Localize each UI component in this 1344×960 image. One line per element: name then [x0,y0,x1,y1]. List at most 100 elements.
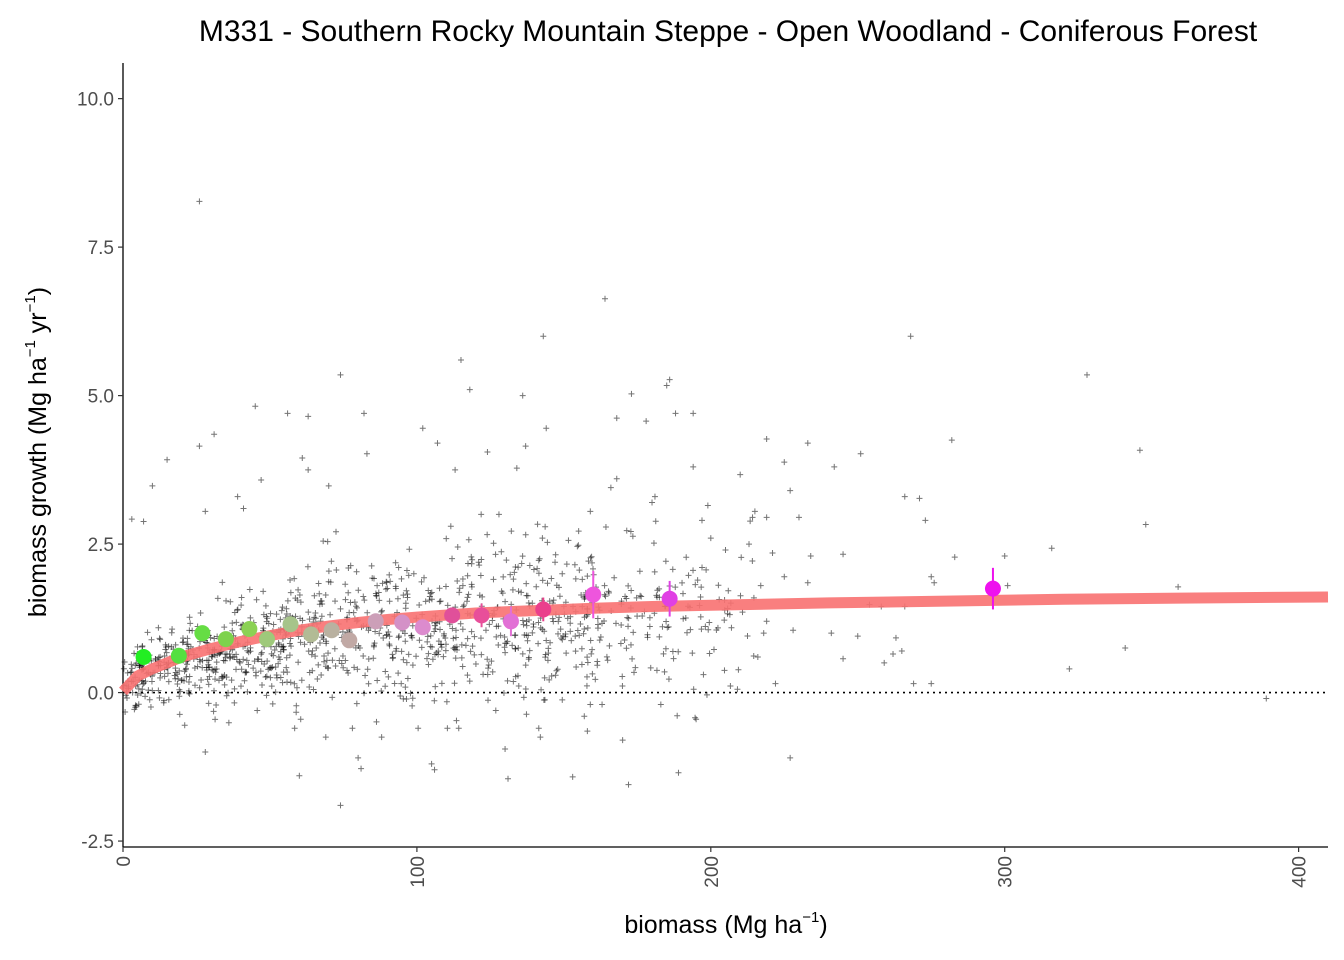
raw-data-point [541,696,548,703]
raw-data-point [613,475,620,482]
raw-data-point [462,642,469,649]
raw-data-point [662,558,669,565]
raw-data-point [336,657,343,664]
raw-data-point [349,725,356,732]
raw-data-point [674,712,681,719]
raw-data-point [295,659,302,666]
raw-data-point [156,635,163,642]
raw-data-point [400,656,407,663]
raw-data-point [220,657,227,664]
raw-data-point [769,550,776,556]
raw-data-point [234,606,241,613]
raw-data-point [495,623,502,630]
raw-data-point [452,634,459,641]
raw-data-point [545,650,552,657]
raw-data-point [279,644,286,651]
raw-data-point [559,636,566,643]
raw-data-point [467,648,474,655]
raw-data-point [277,616,284,623]
raw-data-point [588,553,595,560]
raw-data-point [135,701,142,708]
raw-data-point [287,576,294,583]
raw-data-point [680,615,687,622]
raw-data-point [237,683,244,690]
raw-data-point [428,589,435,596]
raw-data-point [403,567,410,574]
y-tick-label: 0.0 [88,684,114,705]
plot-panel: -2.5 0.0 2.5 5.0 7.5 10.0 0 100 200 300 400 [77,63,1329,888]
raw-data-point [697,594,704,601]
raw-data-point [134,692,141,699]
raw-data-point [452,627,459,634]
raw-data-point [181,722,188,729]
raw-data-point [575,528,582,535]
raw-data-point [370,655,377,662]
raw-data-point [522,662,529,669]
raw-data-point [396,633,403,640]
raw-data-point [433,620,440,627]
raw-data-point [133,660,140,667]
raw-data-point [602,295,608,302]
raw-data-point [293,709,300,716]
raw-data-point [854,633,861,640]
raw-data-point [409,662,416,669]
raw-data-point [347,599,354,606]
raw-data-point [332,598,339,605]
raw-data-point [689,650,696,657]
raw-data-point [881,659,888,666]
x-axis-label-end: ) [819,911,827,939]
raw-data-point [392,583,399,590]
raw-data-point [512,645,519,652]
raw-data-point [454,577,461,584]
raw-data-point [511,569,518,576]
raw-data-point [746,541,753,548]
raw-data-point [270,652,277,659]
raw-data-point [652,518,659,525]
raw-data-point [625,623,632,630]
raw-data-point [355,754,362,761]
binned-mean-point [414,619,431,636]
raw-data-point [405,572,412,579]
raw-data-point [205,700,212,707]
x-axis-label-main: biomass (Mg ha [624,911,802,939]
raw-data-point [725,587,732,594]
raw-data-point [587,508,594,515]
raw-data-point [557,626,564,633]
raw-data-point [504,638,511,645]
raw-data-point [436,598,443,605]
raw-data-point [522,685,529,692]
raw-data-point [650,540,657,547]
raw-data-point [361,597,368,604]
raw-data-point [322,734,329,741]
x-tick-label: 200 [702,856,723,888]
raw-data-point [601,582,608,589]
raw-data-point [523,592,530,599]
raw-data-point [393,645,400,652]
raw-data-point [634,613,641,620]
raw-data-point [204,676,211,683]
raw-data-point [305,413,312,420]
raw-data-point [284,669,291,676]
raw-data-point [233,666,240,673]
raw-data-point [503,557,510,564]
raw-data-point [665,623,672,630]
raw-data-point [258,651,265,658]
raw-data-point [184,641,191,648]
raw-data-point [275,660,282,667]
raw-data-point [435,651,442,658]
raw-data-point [225,719,232,726]
binned-mean-point [341,632,358,649]
raw-data-point [310,686,317,693]
raw-data-point [409,695,416,702]
raw-data-point [526,647,533,654]
raw-data-point [907,333,914,340]
raw-data-point [296,772,303,779]
raw-data-point [316,640,323,647]
raw-data-point [490,540,497,547]
raw-data-point [425,650,432,657]
raw-data-point [534,565,541,572]
raw-data-point [258,476,265,483]
raw-data-point [122,708,129,715]
raw-data-point [157,670,164,677]
raw-data-point [375,589,382,596]
